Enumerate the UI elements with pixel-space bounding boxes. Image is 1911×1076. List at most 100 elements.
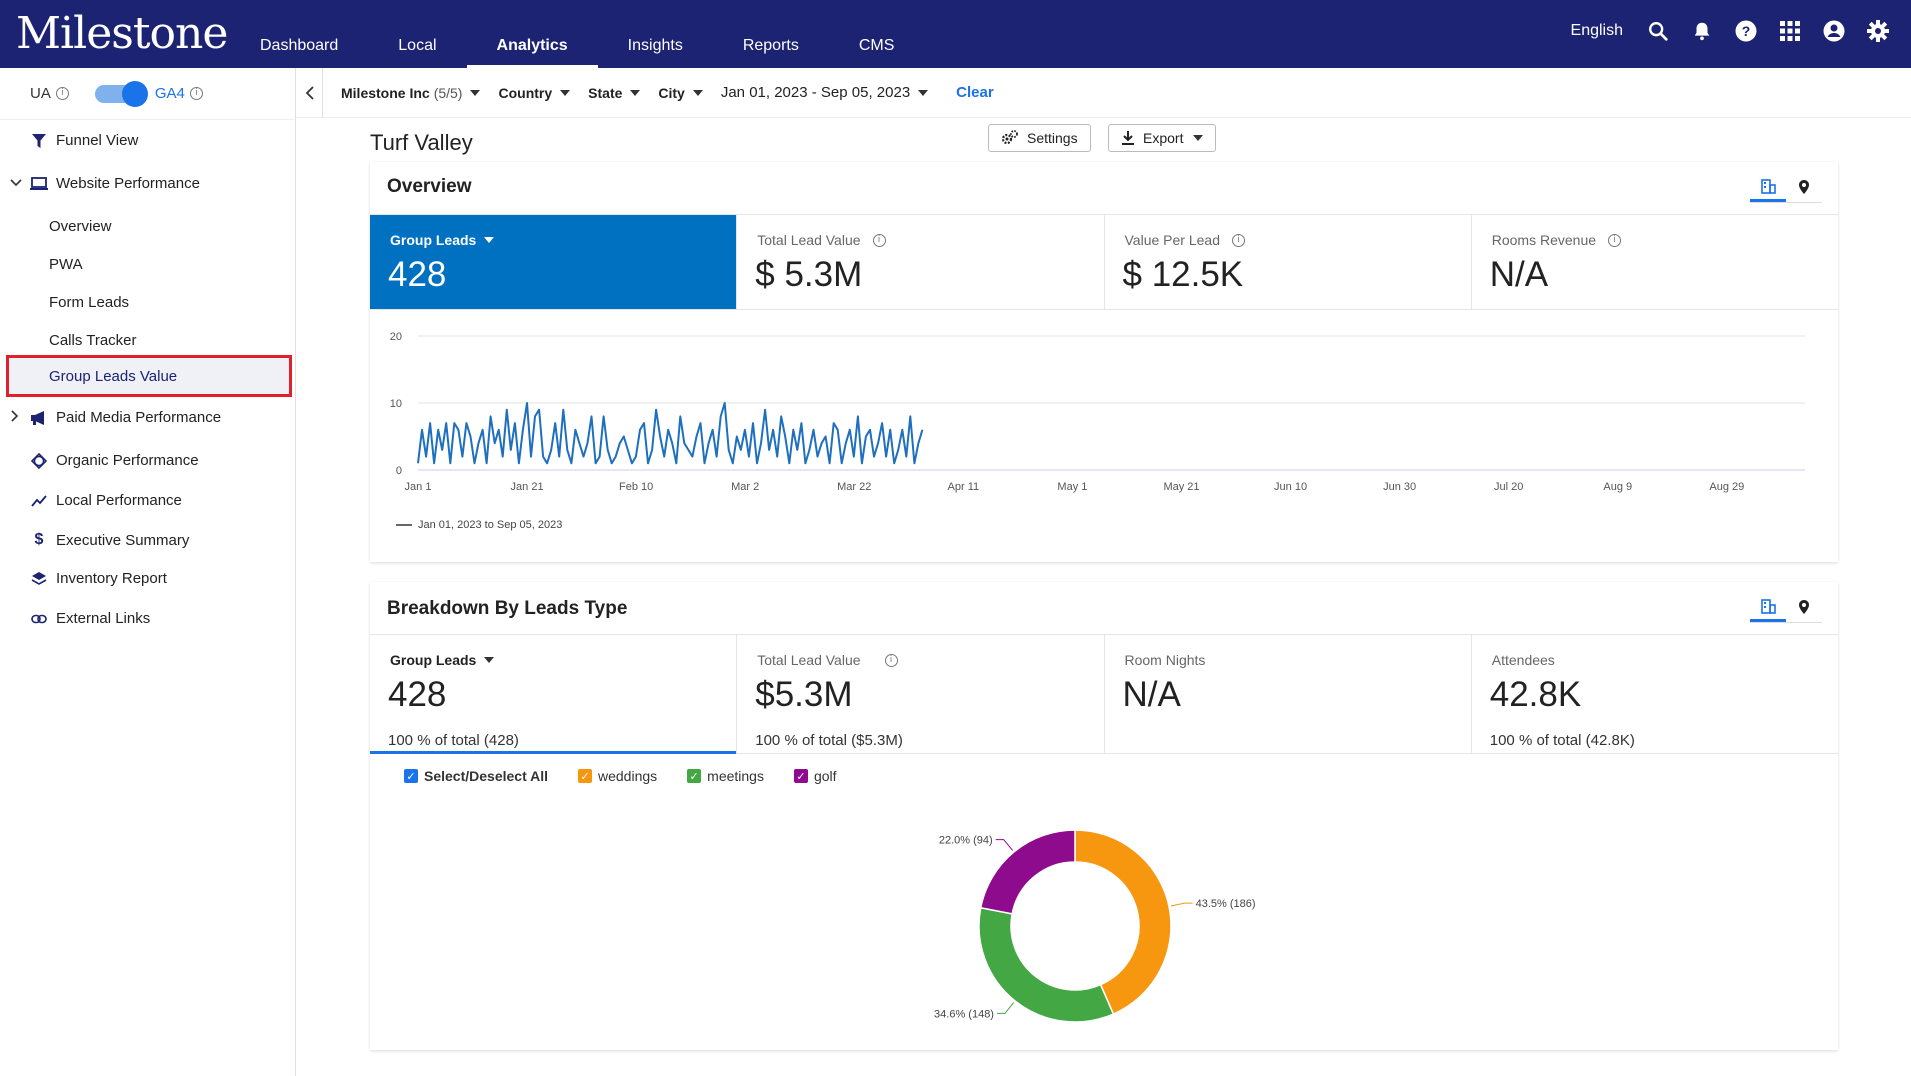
leads-type-donut-chart: 43.5% (186) 34.6% (148) 22.0% (94) <box>934 829 1256 1023</box>
sidebar-item-funnel-view[interactable]: Funnel View <box>30 132 138 149</box>
clear-filters-link[interactable]: Clear <box>956 84 994 101</box>
sidebar-item-label: Organic Performance <box>56 452 199 469</box>
chart-legend[interactable]: Jan 01, 2023 to Sep 05, 2023 <box>396 519 562 531</box>
info-icon[interactable]: i <box>884 653 898 667</box>
breakdown-title: Breakdown By Leads Type <box>387 598 628 619</box>
settings-button-label: Settings <box>1027 130 1078 146</box>
settings-gear-icon[interactable] <box>1865 18 1891 44</box>
milestone-logo[interactable]: Milestone <box>16 8 228 59</box>
checkbox-label: weddings <box>598 768 658 784</box>
sidebar-subitem-calls-tracker[interactable]: Calls Tracker <box>49 332 137 349</box>
search-icon[interactable] <box>1645 18 1671 44</box>
nav-cms[interactable]: CMS <box>858 37 895 54</box>
apps-grid-icon[interactable] <box>1777 18 1803 44</box>
checkbox-label: meetings <box>707 768 764 784</box>
sidebar-item-executive-summary[interactable]: $ Executive Summary <box>30 531 190 549</box>
metric-percent-of-total: 100 % of total (428) <box>388 732 519 749</box>
sidebar-item-label: Local Performance <box>56 492 182 509</box>
nav-dashboard[interactable]: Dashboard <box>260 37 339 54</box>
caret-down-icon <box>484 237 495 243</box>
sidebar-item-inventory-report[interactable]: Inventory Report <box>30 570 167 587</box>
collapse-sidebar-button[interactable] <box>297 67 323 118</box>
location-view-tab[interactable] <box>1786 592 1822 622</box>
metric-attendees[interactable]: Attendees 42.8K 100 % of total (42.8K) <box>1472 635 1838 753</box>
donut-slice-label: 43.5% (186) <box>1196 898 1256 910</box>
funnel-icon <box>30 133 48 148</box>
chevron-down-icon[interactable] <box>10 176 22 191</box>
donut-leader-line <box>995 839 1014 851</box>
help-icon[interactable]: ? <box>1733 18 1759 44</box>
svg-text:?: ? <box>1742 23 1751 39</box>
account-filter[interactable]: Milestone Inc (5/5) <box>341 85 481 101</box>
language-selector[interactable]: English <box>1570 22 1623 39</box>
info-icon[interactable]: i <box>1231 233 1245 247</box>
metric-label: Total Lead Value i <box>757 652 898 668</box>
metric-total-lead-value[interactable]: Total Lead Value i $5.3M 100 % of total (… <box>737 635 1105 753</box>
nav-analytics[interactable]: Analytics <box>466 0 598 68</box>
sidebar-item-local-performance[interactable]: Local Performance <box>30 492 182 509</box>
checkbox-checked-icon: ✓ <box>578 769 592 783</box>
country-filter[interactable]: Country <box>498 85 571 101</box>
state-filter[interactable]: State <box>588 85 641 101</box>
main-nav: Dashboard Local Analytics Insights Repor… <box>230 0 924 68</box>
y-tick-label: 20 <box>390 331 402 343</box>
sidebar-item-paid-media-performance[interactable]: Paid Media Performance <box>30 409 221 426</box>
x-tick-label: May 1 <box>1057 481 1087 493</box>
caret-down-icon <box>1193 135 1204 141</box>
golf-checkbox[interactable]: ✓ golf <box>793 768 837 784</box>
checkbox-checked-icon: ✓ <box>793 769 808 783</box>
sidebar-subitem-group-leads-value[interactable]: Group Leads Value <box>6 355 292 397</box>
sidebar-subitem-form-leads[interactable]: Form Leads <box>49 294 130 311</box>
settings-button[interactable]: Settings <box>988 124 1091 152</box>
checkbox-label: golf <box>813 768 837 784</box>
select-all-checkbox[interactable]: ✓ Select/Deselect All <box>404 768 548 784</box>
location-view-tab[interactable] <box>1786 172 1822 202</box>
lead-type-checkboxes: ✓ Select/Deselect All ✓ weddings ✓ meeti… <box>404 768 837 784</box>
filter-bar: Milestone Inc (5/5) Country State City J… <box>297 67 1911 118</box>
bell-icon[interactable] <box>1689 18 1715 44</box>
city-filter[interactable]: City <box>658 85 703 101</box>
metric-group-leads[interactable]: Group Leads 428 <box>370 215 738 309</box>
nav-reports[interactable]: Reports <box>742 37 799 54</box>
ua-ga4-toggle[interactable] <box>94 80 148 107</box>
sidebar-item-organic-performance[interactable]: Organic Performance <box>30 452 199 469</box>
property-view-tab[interactable] <box>1750 172 1786 202</box>
account-icon[interactable] <box>1821 18 1847 44</box>
breakdown-metrics: Group Leads 428 100 % of total (428) Tot… <box>370 634 1838 754</box>
property-view-tab[interactable] <box>1750 592 1786 622</box>
donut-slice-label: 34.6% (148) <box>934 1008 994 1020</box>
caret-down-icon <box>470 89 481 96</box>
sidebar-item-label: Paid Media Performance <box>56 409 222 426</box>
ua-info-icon[interactable]: i <box>55 87 69 100</box>
ga4-label: GA4 <box>154 85 185 102</box>
weddings-checkbox[interactable]: ✓ weddings <box>578 768 657 784</box>
chevron-right-icon[interactable] <box>10 410 20 425</box>
metric-group-leads[interactable]: Group Leads 428 100 % of total (428) <box>370 635 738 754</box>
donut-leader-line <box>1170 902 1193 907</box>
caret-down-icon <box>630 89 641 96</box>
x-tick-label: Jun 30 <box>1383 481 1416 493</box>
ga4-info-icon[interactable]: i <box>189 87 203 100</box>
info-icon[interactable]: i <box>1608 233 1622 247</box>
metric-total-lead-value[interactable]: Total Lead Value i $ 5.3M <box>737 215 1105 309</box>
nav-local[interactable]: Local <box>398 37 437 54</box>
donut-slice-label: 22.0% (94) <box>939 835 993 847</box>
sidebar-item-external-links[interactable]: External Links <box>30 610 150 627</box>
metric-value-per-lead[interactable]: Value Per Lead i $ 12.5K <box>1105 215 1472 309</box>
metric-rooms-revenue[interactable]: Rooms Revenue i N/A <box>1472 215 1838 309</box>
group-leads-line-chart: 0 10 20 Jan 1 Jan 21 Feb 10 Mar 2 Mar 22 Apr 11 M… <box>390 331 1805 493</box>
header-actions: English ? <box>1571 18 1891 44</box>
date-range-filter[interactable]: Jan 01, 2023 - Sep 05, 2023 <box>721 84 929 101</box>
info-icon[interactable]: i <box>872 233 886 247</box>
meetings-checkbox[interactable]: ✓ meetings <box>687 768 764 784</box>
sidebar-item-website-performance[interactable]: Website Performance <box>30 175 200 192</box>
metric-room-nights[interactable]: Room Nights N/A <box>1105 635 1472 753</box>
sidebar-subitem-overview[interactable]: Overview <box>49 218 112 235</box>
nav-insights[interactable]: Insights <box>627 37 683 54</box>
x-tick-label: Aug 29 <box>1709 481 1744 493</box>
sidebar-subitem-pwa[interactable]: PWA <box>49 256 83 273</box>
building-icon <box>1761 598 1776 614</box>
x-tick-label: Feb 10 <box>619 481 653 493</box>
caret-down-icon <box>692 89 703 96</box>
export-button[interactable]: Export <box>1108 124 1217 152</box>
